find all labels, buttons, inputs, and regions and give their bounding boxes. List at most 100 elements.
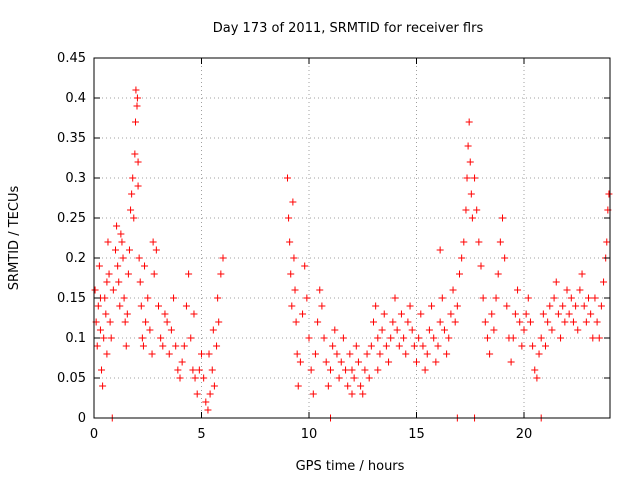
data-point	[402, 350, 410, 358]
data-point	[167, 326, 175, 334]
data-point	[128, 190, 136, 198]
data-point	[406, 302, 414, 310]
data-point	[463, 174, 471, 182]
data-point	[95, 262, 103, 270]
data-point	[587, 310, 595, 318]
data-point	[526, 318, 534, 326]
data-point	[385, 358, 393, 366]
data-point	[531, 366, 539, 374]
data-point	[361, 366, 369, 374]
data-point	[115, 278, 123, 286]
data-point	[205, 350, 213, 358]
data-point	[372, 302, 380, 310]
data-point	[359, 390, 367, 398]
data-point	[434, 342, 442, 350]
data-point	[511, 310, 519, 318]
data-point	[339, 334, 347, 342]
data-point	[475, 238, 483, 246]
data-point	[96, 326, 104, 334]
data-point	[395, 342, 403, 350]
data-point	[529, 342, 537, 350]
data-point	[605, 190, 613, 198]
data-point	[582, 318, 590, 326]
data-point	[603, 238, 611, 246]
data-point	[490, 326, 498, 334]
data-point	[423, 350, 431, 358]
data-point	[294, 382, 302, 390]
data-point	[142, 318, 150, 326]
data-point	[292, 318, 300, 326]
data-points	[91, 86, 613, 422]
data-point	[131, 118, 139, 126]
data-point	[374, 334, 382, 342]
data-point	[107, 334, 115, 342]
data-point	[127, 206, 135, 214]
data-point	[438, 294, 446, 302]
data-point	[387, 334, 395, 342]
data-point	[357, 382, 365, 390]
data-point	[458, 254, 466, 262]
data-point	[483, 334, 491, 342]
y-tick-label: 0	[78, 411, 86, 426]
data-point	[492, 294, 500, 302]
data-point	[208, 366, 216, 374]
data-point	[520, 326, 528, 334]
data-point	[327, 366, 334, 374]
data-point	[190, 310, 198, 318]
data-point	[309, 390, 317, 398]
data-point	[382, 342, 390, 350]
data-point	[456, 270, 463, 278]
data-point	[165, 350, 173, 358]
data-point	[419, 342, 427, 350]
data-point	[391, 294, 399, 302]
data-point	[481, 318, 489, 326]
plot-frame	[93, 57, 611, 419]
data-point	[445, 334, 453, 342]
data-point	[348, 366, 356, 374]
data-point	[215, 318, 223, 326]
data-point	[331, 326, 339, 334]
data-point	[187, 334, 195, 342]
data-point	[465, 118, 473, 126]
y-tick-label: 0.45	[57, 51, 86, 66]
data-point	[291, 286, 299, 294]
data-point	[210, 382, 218, 390]
data-point	[436, 318, 444, 326]
data-point	[574, 326, 582, 334]
y-tick-label: 0.05	[57, 371, 86, 386]
data-point	[286, 238, 294, 246]
data-point	[572, 302, 580, 310]
data-point	[324, 382, 332, 390]
data-point	[137, 302, 145, 310]
data-point	[149, 238, 157, 246]
data-point	[550, 294, 558, 302]
data-point	[335, 374, 343, 382]
x-tick-label: 20	[516, 427, 533, 442]
data-point	[468, 214, 476, 222]
data-point	[397, 310, 405, 318]
data-point	[314, 318, 322, 326]
data-point	[503, 302, 511, 310]
data-point	[350, 374, 358, 382]
data-point	[113, 222, 121, 230]
data-point	[172, 342, 180, 350]
grid-lines	[94, 58, 610, 418]
data-point	[91, 286, 99, 294]
data-point	[133, 102, 141, 110]
data-point	[129, 174, 137, 182]
data-point	[214, 294, 222, 302]
y-tick-label: 0.35	[57, 131, 86, 146]
data-point	[415, 334, 423, 342]
data-point	[123, 310, 131, 318]
data-point	[288, 302, 296, 310]
data-point	[499, 214, 506, 222]
data-point	[204, 406, 212, 414]
y-tick-label: 0.4	[65, 91, 86, 106]
data-point	[354, 358, 362, 366]
data-point	[163, 318, 171, 326]
data-point	[432, 358, 440, 366]
data-point	[380, 310, 388, 318]
data-point	[460, 238, 468, 246]
data-point	[299, 310, 307, 318]
data-point	[453, 302, 461, 310]
